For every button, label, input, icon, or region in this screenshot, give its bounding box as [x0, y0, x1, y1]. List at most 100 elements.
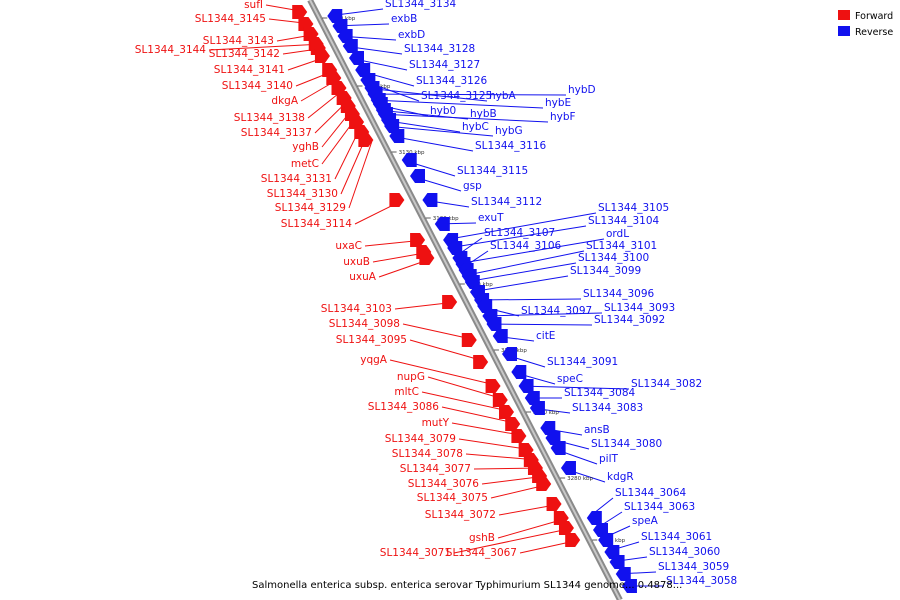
gene-label-sl1344-3130: SL1344_3130: [267, 188, 338, 200]
gene-label-exut: exuT: [478, 212, 504, 224]
gene-label-hyb0: hyb0: [430, 105, 456, 117]
gene-arrow-sl1344-3141: [314, 49, 330, 63]
gene-label-sl1344-3145: SL1344_3145: [195, 13, 266, 25]
gene-arrow-sl1344-3071: [558, 521, 574, 535]
leader-mltc: [421, 391, 514, 413]
leader-sl1344-3129: [348, 139, 373, 209]
gene-label-hybd: hybD: [568, 84, 596, 96]
legend-swatch-forward: [838, 10, 850, 20]
gene-label-sl1344-3064: SL1344_3064: [615, 487, 687, 499]
legend: Forward Reverse: [838, 10, 893, 38]
gene-label-sl1344-3115: SL1344_3115: [457, 165, 528, 177]
tick-label: 3280 kbp: [567, 476, 593, 482]
genome-caption: Salmonella enterica subsp. enterica sero…: [252, 580, 682, 591]
gene-label-sl1344-3138: SL1344_3138: [234, 112, 305, 124]
gene-label-sl1344-3131: SL1344_3131: [261, 173, 332, 185]
gene-label-uxac: uxaC: [335, 240, 362, 252]
gene-label-hyba: hybA: [489, 90, 517, 102]
gene-label-sl1344-3059: SL1344_3059: [658, 561, 729, 573]
leader-sl1344-3096: [475, 298, 582, 301]
backbone-highlight: [309, 0, 621, 600]
legend-label-reverse: Reverse: [855, 27, 893, 38]
gene-label-sl1344-3125: SL1344_3125: [421, 90, 492, 102]
leader-ordl: [456, 238, 605, 265]
gene-label-sl1344-3140: SL1344_3140: [222, 80, 293, 92]
gene-label-sl1344-3099: SL1344_3099: [570, 265, 641, 277]
gene-arrow-sl1344-3091: [502, 347, 518, 361]
gene-label-sl1344-3105: SL1344_3105: [598, 202, 669, 214]
legend-swatch-reverse: [838, 26, 850, 36]
gene-label-sl1344-3144: SL1344_3144: [135, 44, 207, 56]
gene-label-pilt: pilT: [599, 453, 618, 465]
leader-hybe: [371, 99, 544, 109]
gene-label-sl1344-3061: SL1344_3061: [641, 531, 712, 543]
gene-label-exbd: exbD: [398, 29, 425, 41]
gene-label-sl1344-3086: SL1344_3086: [368, 401, 440, 413]
gene-arrow-sl1344-3112: [422, 193, 438, 207]
gene-arrow-sl1344-3128: [342, 39, 358, 53]
gene-label-sl1344-3075: SL1344_3075: [417, 492, 488, 504]
gene-label-sl1344-3071: SL1344_3071: [380, 547, 451, 559]
gene-arrow-uxua: [419, 251, 435, 265]
leader-hybg: [385, 125, 494, 137]
gene-arrow-sl1344-3083: [529, 401, 545, 415]
reverse-gene-labels: SL1344_3134 exbB exbD SL1344_3128 SL1344_312…: [385, 0, 737, 587]
gene-label-sl1344-3107: SL1344_3107: [484, 227, 555, 239]
leader-sl1344-3105: [443, 212, 597, 241]
gene-label-sl1344-3098: SL1344_3098: [329, 318, 400, 330]
gene-label-sl1344-3084: SL1344_3084: [564, 387, 636, 399]
gene-label-sl1344-3137: SL1344_3137: [241, 127, 312, 139]
gene-label-sl1344-3058: SL1344_3058: [666, 575, 737, 587]
gene-label-sl1344-3106: SL1344_3106: [490, 240, 562, 252]
gene-arrow-gsp: [409, 169, 425, 183]
gene-arrow-sl1344-3127: [348, 51, 364, 65]
gene-arrow-sl1344-3116: [389, 129, 405, 143]
gene-arrow-exut: [434, 217, 450, 231]
gene-label-sl1344-3093: SL1344_3093: [604, 302, 675, 314]
leader-sl1344-3104: [448, 225, 587, 249]
gene-label-sl1344-3092: SL1344_3092: [594, 314, 665, 326]
gene-label-cite: citE: [536, 330, 555, 342]
gene-arrow-cite: [492, 329, 508, 343]
gene-label-sl1344-3104: SL1344_3104: [588, 215, 660, 227]
gene-label-sl1344-3078: SL1344_3078: [392, 448, 463, 460]
gene-label-muty: mutY: [422, 417, 450, 429]
gene-arrow-sl1344-3072: [546, 497, 562, 511]
gene-label-sl1344-3100: SL1344_3100: [578, 252, 649, 264]
gene-label-hybe: hybE: [545, 97, 571, 109]
gene-label-sl1344-3095: SL1344_3095: [336, 334, 407, 346]
gene-arrow-mltc: [499, 405, 515, 419]
gene-label-hybb: hybB: [470, 108, 497, 120]
gene-label-sl1344-3079: SL1344_3079: [385, 433, 456, 445]
gene-label-sl1344-3129: SL1344_3129: [275, 202, 346, 214]
gene-label-sl1344-3103: SL1344_3103: [321, 303, 392, 315]
gene-label-sl1344-3096: SL1344_3096: [583, 288, 655, 300]
gene-label-sl1344-3067: SL1344_3067: [446, 547, 517, 559]
gene-label-sl1344-3082: SL1344_3082: [631, 378, 702, 390]
gene-arrow-sl1344-3059: [615, 567, 631, 581]
gene-arrow-sl1344-3067: [565, 533, 581, 547]
gene-arrow-sl1344-3103: [442, 295, 458, 309]
gene-label-ansb: ansB: [584, 424, 610, 436]
gene-label-sl1344-3063: SL1344_3063: [624, 501, 695, 513]
leader-hybf: [378, 113, 549, 123]
gene-arrow-sufi: [292, 5, 308, 19]
gene-label-spec: speC: [557, 373, 583, 385]
gene-label-yqga: yqgA: [360, 354, 388, 366]
gene-label-sl1344-3143: SL1344_3143: [203, 35, 274, 47]
gene-label-exbb: exbB: [391, 13, 417, 25]
gene-label-sl1344-3127: SL1344_3127: [409, 59, 480, 71]
gene-label-nupg: nupG: [397, 371, 425, 383]
gene-label-gsp: gsp: [463, 180, 482, 192]
tick-label: 3290 kbp: [533, 410, 559, 416]
leader-yqga: [389, 359, 500, 387]
gene-label-sl1344-3060: SL1344_3060: [649, 546, 720, 558]
gene-label-sl1344-3077: SL1344_3077: [400, 463, 471, 475]
gene-label-sl1344-3091: SL1344_3091: [547, 356, 618, 368]
gene-arrow-sl1344-3095: [473, 355, 489, 369]
gene-label-sl1344-3101: SL1344_3101: [586, 240, 657, 252]
gene-label-mltc: mltC: [394, 386, 419, 398]
gene-label-yghb: yghB: [292, 141, 319, 153]
leader-sl1344-3099: [470, 275, 569, 293]
